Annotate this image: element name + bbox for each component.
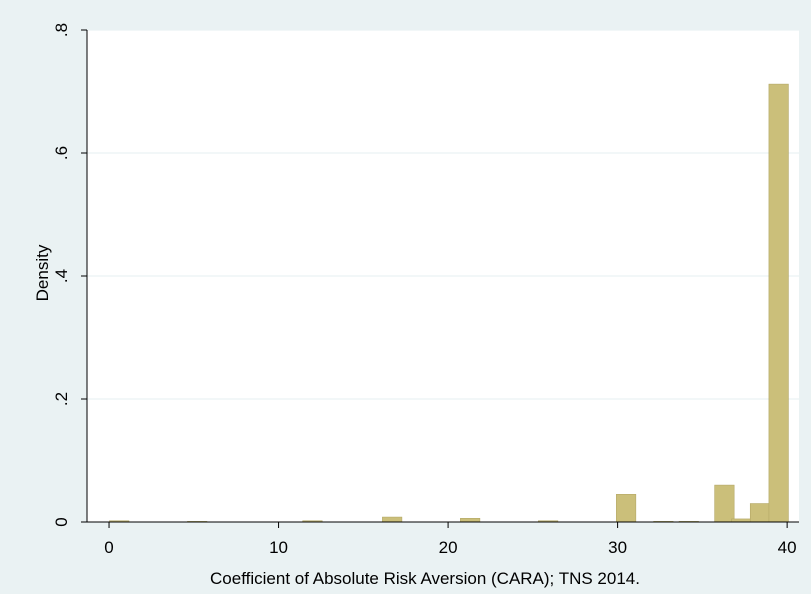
- x-tick-label: 20: [439, 538, 458, 557]
- histogram-bar: [460, 518, 481, 523]
- x-tick-label: 30: [608, 538, 627, 557]
- tick-labels: 0 .2 .4 .6 .8 0 10 20 30 40: [52, 23, 797, 557]
- x-tick-label: 0: [104, 538, 113, 557]
- histogram-bar: [768, 83, 789, 523]
- x-tick-label: 10: [269, 538, 288, 557]
- histogram-bar: [714, 484, 735, 523]
- gridlines: [87, 29, 799, 400]
- y-tick-label: 0: [52, 517, 71, 526]
- histogram-bar: [616, 494, 637, 523]
- y-tick-label: .2: [52, 392, 71, 406]
- histogram-bar: [749, 503, 771, 523]
- x-tick-label: 40: [778, 538, 797, 557]
- y-tick-label: .6: [52, 146, 71, 160]
- y-tick-label: .4: [52, 269, 71, 283]
- histogram-bar: [382, 516, 403, 523]
- x-axis-title: Coefficient of Absolute Risk Aversion (C…: [210, 569, 640, 588]
- y-tick-label: .8: [52, 23, 71, 37]
- axes: [81, 29, 799, 528]
- y-axis-title: Density: [33, 244, 52, 301]
